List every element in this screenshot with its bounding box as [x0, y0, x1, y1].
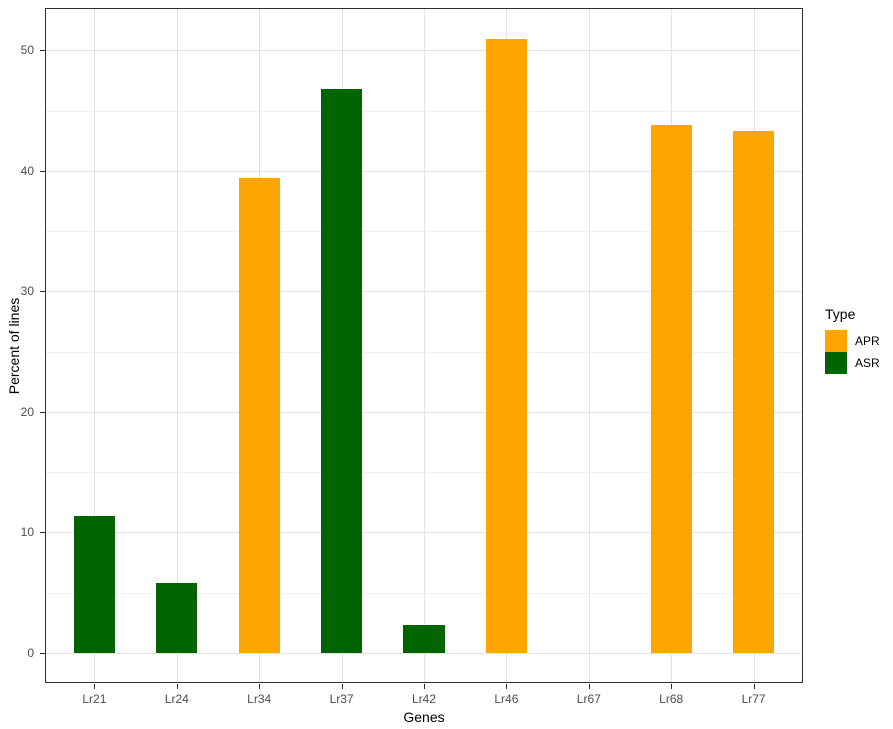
bar-Lr21	[73, 515, 115, 653]
y-tick-label-20: 20	[20, 404, 34, 419]
bar-Lr37	[321, 88, 363, 653]
legend-label-asr: ASR	[855, 356, 880, 370]
bar-Lr77	[733, 130, 775, 653]
bar-Lr24	[156, 583, 198, 653]
x-tick-Lr68	[671, 684, 673, 689]
gridline-x-Lr21	[94, 8, 96, 683]
x-tick-Lr21	[94, 684, 96, 689]
x-tick-label-Lr21: Lr21	[82, 692, 107, 706]
legend-swatch-asr	[825, 352, 847, 374]
x-tick-Lr34	[259, 684, 261, 689]
y-tick-20	[40, 411, 45, 413]
legend-swatch-apr	[825, 330, 847, 352]
gridline-x-Lr24	[176, 8, 178, 683]
y-tick-label-30: 30	[20, 284, 34, 299]
bar-Lr68	[650, 124, 692, 653]
legend-label-apr: APR	[855, 334, 880, 348]
y-tick-label-50: 50	[20, 43, 34, 58]
x-tick-label-Lr68: Lr68	[659, 692, 684, 706]
legend-title: Type	[825, 306, 856, 322]
x-tick-label-Lr34: Lr34	[247, 692, 272, 706]
x-tick-Lr24	[176, 684, 178, 689]
x-tick-label-Lr24: Lr24	[164, 692, 189, 706]
bar-Lr34	[238, 178, 280, 653]
legend: Type APR ASR	[825, 306, 880, 374]
y-tick-label-0: 0	[27, 645, 34, 660]
x-axis-title: Genes	[403, 709, 445, 725]
y-tick-30	[40, 291, 45, 293]
gridline-x-Lr42	[424, 8, 425, 683]
y-tick-10	[40, 532, 45, 534]
x-tick-Lr67	[588, 684, 590, 689]
x-tick-Lr37	[341, 684, 343, 689]
x-tick-label-Lr42: Lr42	[411, 692, 437, 706]
y-tick-label-40: 40	[20, 163, 34, 178]
y-tick-40	[40, 170, 45, 172]
legend-entry-apr: APR	[825, 330, 880, 352]
bar-Lr46	[485, 39, 527, 653]
x-tick-Lr77	[753, 684, 755, 689]
x-tick-label-Lr77: Lr77	[741, 692, 766, 706]
x-tick-label-Lr46: Lr46	[494, 692, 519, 706]
x-tick-Lr42	[424, 684, 425, 689]
x-tick-label-Lr37: Lr37	[329, 692, 354, 706]
y-axis-title: Percent of lines	[6, 297, 22, 395]
y-tick-50	[40, 50, 45, 52]
x-tick-label-Lr67: Lr67	[576, 692, 601, 706]
gridline-x-Lr67	[588, 8, 590, 683]
x-tick-Lr46	[506, 684, 508, 689]
y-tick-0	[40, 652, 45, 654]
legend-entry-asr: ASR	[825, 352, 880, 374]
y-tick-label-10: 10	[20, 525, 34, 540]
bar-Lr42	[403, 625, 445, 653]
